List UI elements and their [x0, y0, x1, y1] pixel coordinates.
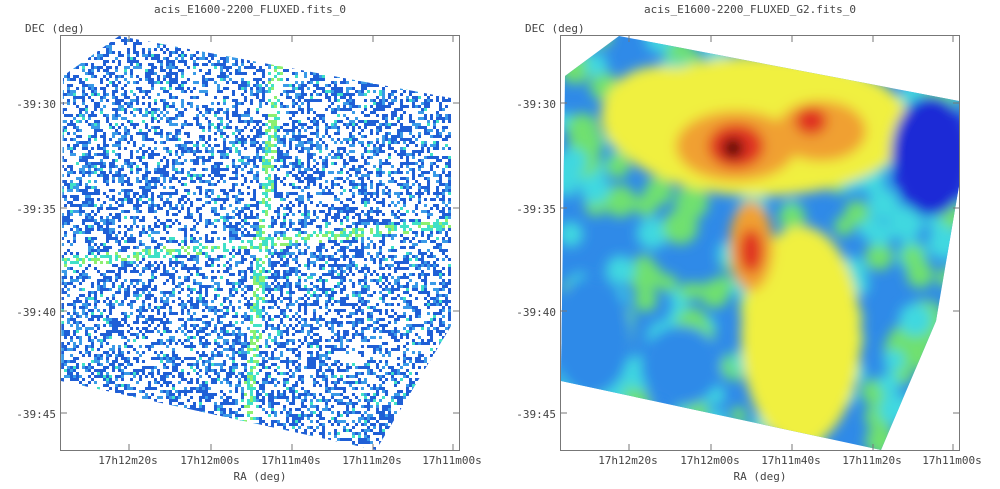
ra-tick-label: 17h11m40s [261, 454, 321, 467]
dec-tick-label: -39:40 [516, 306, 556, 319]
ra-tick-label: 17h11m00s [922, 454, 982, 467]
flux-map [561, 36, 959, 450]
ra-tick-label: 17h12m00s [680, 454, 740, 467]
ra-tick-label: 17h11m20s [842, 454, 902, 467]
tick-marks [561, 36, 959, 450]
left-image-panel: acis_E1600-2200_FLUXED.fits_0 DEC (deg) … [16, 3, 482, 483]
image-plot-area[interactable] [560, 35, 960, 451]
dec-tick-label: -39:30 [516, 98, 556, 111]
count-pixels [61, 36, 451, 450]
ra-axis-label: RA (deg) [233, 470, 287, 483]
dec-tick-label: -39:45 [16, 408, 56, 421]
dec-tick-label: -39:40 [16, 306, 56, 319]
sky-image [61, 36, 459, 450]
ra-tick-label: 17h11m00s [422, 454, 482, 467]
sky-image [561, 36, 959, 450]
dec-axis-label: DEC (deg) [525, 22, 585, 35]
image-plot-area[interactable] [60, 35, 460, 451]
dec-tick-label: -39:30 [16, 98, 56, 111]
dec-tick-label: -39:45 [516, 408, 556, 421]
panel-title: acis_E1600-2200_FLUXED_G2.fits_0 [644, 3, 856, 16]
dec-axis-label: DEC (deg) [25, 22, 85, 35]
ra-tick-label: 17h11m20s [342, 454, 402, 467]
panel-title: acis_E1600-2200_FLUXED.fits_0 [153, 3, 347, 16]
tick-marks [61, 36, 459, 450]
right-image-panel: acis_E1600-2200_FLUXED_G2.fits_0 DEC (de… [500, 0, 1000, 489]
ra-tick-label: 17h12m00s [180, 454, 240, 467]
ra-tick-label: 17h12m20s [598, 454, 658, 467]
ra-axis-label: RA (deg) [733, 470, 787, 483]
dec-tick-label: -39:35 [516, 203, 556, 216]
ra-tick-label: 17h12m20s [98, 454, 158, 467]
dec-tick-label: -39:35 [16, 203, 56, 216]
ra-tick-label: 17h11m40s [761, 454, 821, 467]
